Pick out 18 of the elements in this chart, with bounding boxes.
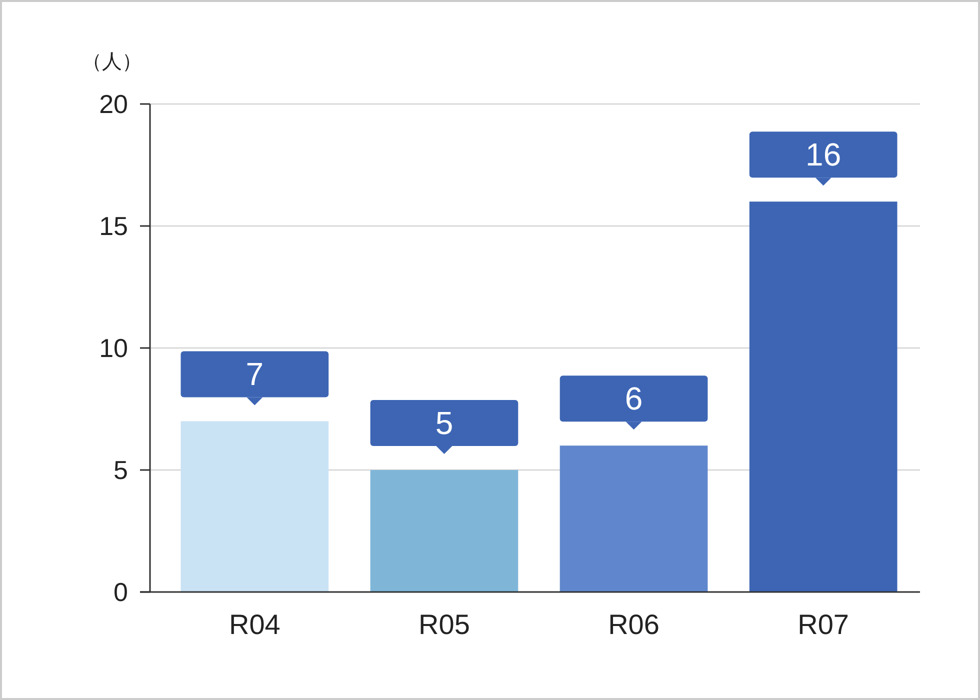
- x-tick-label: R05: [418, 609, 470, 640]
- data-label: 6: [624, 380, 643, 417]
- x-tick-label: R04: [228, 609, 280, 640]
- x-tick-label: R06: [608, 609, 660, 640]
- x-tick-label: R07: [798, 609, 850, 640]
- y-tick-label: 10: [99, 333, 128, 364]
- y-tick-label: 15: [99, 211, 128, 242]
- bar: [749, 202, 898, 592]
- bar: [370, 470, 518, 592]
- data-label: 7: [246, 356, 264, 392]
- y-tick-label: 20: [99, 89, 128, 120]
- data-label: 5: [435, 405, 454, 441]
- data-label: 16: [806, 136, 842, 173]
- y-axis-title: （人）: [82, 51, 142, 73]
- bar: [180, 421, 329, 592]
- y-tick-label: 0: [114, 577, 128, 608]
- y-tick-label: 5: [114, 455, 128, 486]
- bar: [560, 446, 708, 592]
